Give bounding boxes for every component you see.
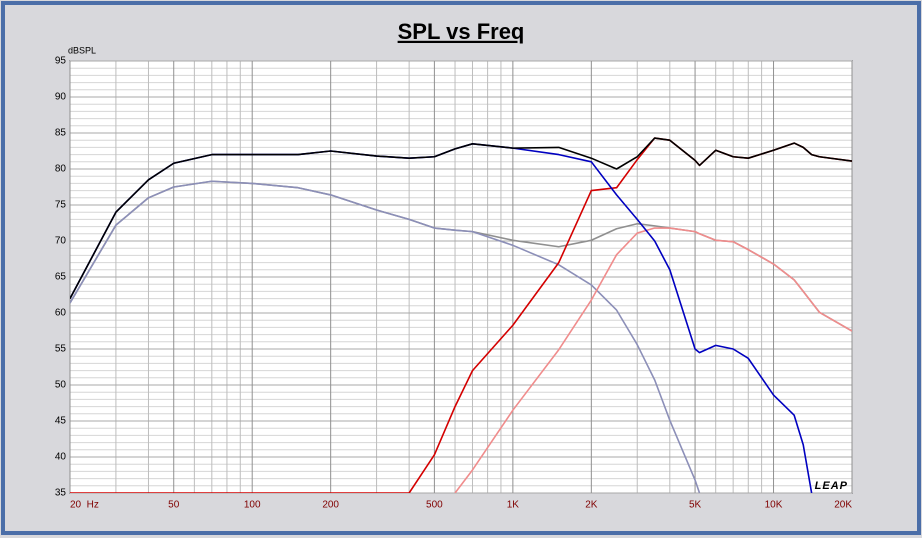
- y-tick-label: 70: [55, 236, 67, 247]
- y-tick-label: 60: [55, 308, 67, 319]
- x-tick-label: 1K: [507, 500, 520, 511]
- series-line: [70, 137, 852, 299]
- watermark: LEAP: [815, 480, 848, 492]
- y-tick-label: 75: [55, 200, 67, 211]
- y-tick-label: 95: [55, 56, 67, 67]
- y-tick-label: 90: [55, 92, 67, 103]
- series-line: [70, 180, 701, 493]
- y-tick-label: 85: [55, 128, 67, 139]
- y-tick-label: 40: [55, 452, 67, 463]
- y-tick-label: 55: [55, 344, 67, 355]
- y-tick-label: 80: [55, 164, 67, 175]
- x-tick-label: 20 Hz: [70, 500, 99, 511]
- x-tick-label: 10K: [765, 500, 783, 511]
- chart-title: SPL vs Freq: [398, 19, 525, 44]
- series-line: [454, 227, 852, 493]
- x-tick-label: 50: [168, 500, 180, 511]
- x-tick-label: 200: [322, 500, 339, 511]
- y-tick-label: 45: [55, 416, 67, 427]
- x-tick-label: 500: [426, 500, 443, 511]
- x-tick-label: 2K: [585, 500, 598, 511]
- x-tick-label: 20K: [834, 500, 852, 511]
- y-axis-label: dBSPL: [68, 45, 96, 55]
- y-tick-label: 50: [55, 380, 67, 391]
- y-tick-label: 35: [55, 488, 67, 499]
- x-tick-label: 5K: [689, 500, 702, 511]
- y-tick-label: 65: [55, 272, 67, 283]
- x-tick-label: 100: [244, 500, 261, 511]
